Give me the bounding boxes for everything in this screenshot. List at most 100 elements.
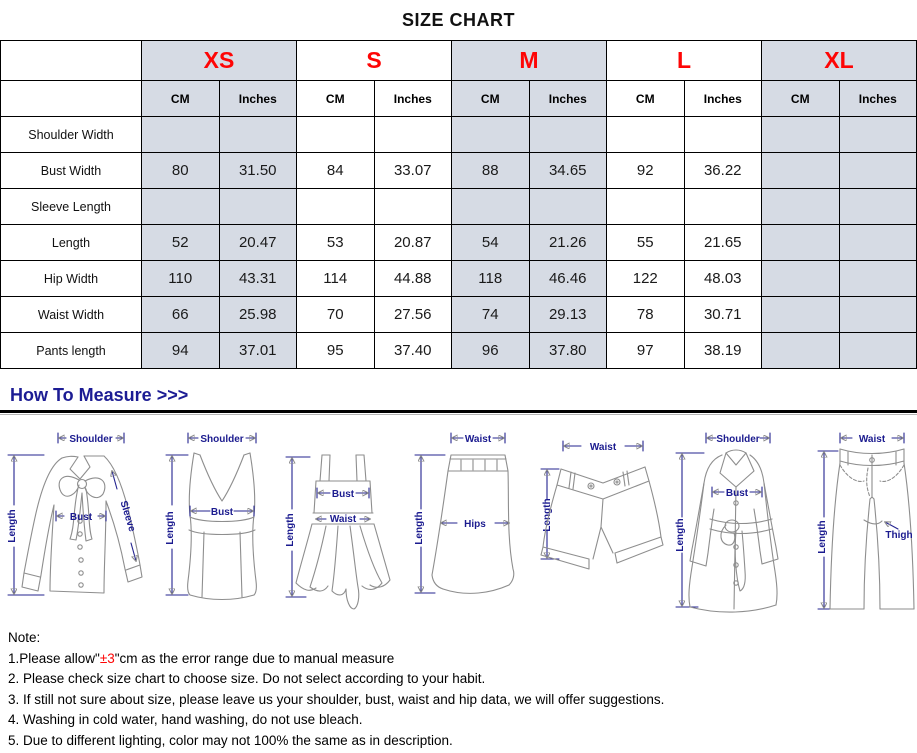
value-cell: 70 bbox=[296, 296, 375, 333]
measure-label: Thigh bbox=[885, 530, 912, 541]
row-label: Sleeve Length bbox=[0, 188, 142, 225]
value-cell: 44.88 bbox=[373, 260, 452, 297]
figure-shorts: Waist Length bbox=[540, 440, 664, 570]
size-header-m: M bbox=[451, 40, 607, 81]
value-cell: 20.47 bbox=[218, 224, 297, 261]
measure-label: Bust bbox=[726, 488, 749, 499]
value-cell: 55 bbox=[606, 224, 685, 261]
unit-header-cell: Inches bbox=[373, 80, 452, 117]
unit-header-cell: Inches bbox=[218, 80, 297, 117]
value-cell bbox=[683, 116, 762, 153]
value-cell bbox=[141, 116, 220, 153]
value-cell bbox=[606, 116, 685, 153]
value-cell bbox=[838, 152, 917, 189]
value-cell bbox=[761, 332, 840, 369]
value-cell: 78 bbox=[606, 296, 685, 333]
value-cell: 74 bbox=[451, 296, 530, 333]
figure-tank-top: Shoulder Length Bust bbox=[165, 432, 257, 600]
value-cell: 31.50 bbox=[218, 152, 297, 189]
value-cell: 27.56 bbox=[373, 296, 452, 333]
value-cell bbox=[373, 116, 452, 153]
value-cell: 97 bbox=[606, 332, 685, 369]
note-line-5: 5. Due to different lighting, color may … bbox=[8, 732, 453, 748]
table-row: Waist Width 66 25.98 70 27.56 74 29.13 7… bbox=[0, 296, 917, 333]
size-header-xs: XS bbox=[141, 40, 297, 81]
figure-blouse: Shoulder Length Bust Sleeve bbox=[7, 432, 143, 596]
value-cell: 21.26 bbox=[528, 224, 607, 261]
value-cell bbox=[528, 116, 607, 153]
measure-label: Length bbox=[817, 520, 828, 553]
error-range-highlight: ±3 bbox=[99, 650, 115, 666]
value-cell: 54 bbox=[451, 224, 530, 261]
value-cell bbox=[683, 188, 762, 225]
unit-header-cell: Inches bbox=[683, 80, 762, 117]
measure-label: Shoulder bbox=[200, 434, 243, 445]
size-chart-table: XS S M L XL CM Inches CM Inches CM Inche… bbox=[0, 40, 917, 369]
table-row: Bust Width 80 31.50 84 33.07 88 34.65 92… bbox=[0, 152, 917, 189]
note-line-1: 1.Please allow"±3"cm as the error range … bbox=[8, 650, 395, 666]
note-line-2: 2. Please check size chart to choose siz… bbox=[8, 671, 486, 686]
measure-label: Length bbox=[542, 498, 553, 531]
unit-header-cell: CM bbox=[606, 80, 685, 117]
size-header-l: L bbox=[606, 40, 762, 81]
measure-label: Waist bbox=[465, 434, 492, 445]
value-cell: 25.98 bbox=[218, 296, 297, 333]
row-label: Length bbox=[0, 224, 142, 261]
value-cell bbox=[606, 188, 685, 225]
value-cell: 48.03 bbox=[683, 260, 762, 297]
size-header-s: S bbox=[296, 40, 452, 81]
size-header-xl: XL bbox=[761, 40, 917, 81]
value-cell: 33.07 bbox=[373, 152, 452, 189]
measure-label: Waist bbox=[590, 442, 617, 453]
measure-label: Length bbox=[285, 513, 296, 546]
value-cell bbox=[218, 188, 297, 225]
value-cell bbox=[451, 116, 530, 153]
value-cell bbox=[761, 296, 840, 333]
notes-title: Note: bbox=[8, 630, 41, 645]
value-cell: 36.22 bbox=[683, 152, 762, 189]
value-cell: 92 bbox=[606, 152, 685, 189]
value-cell: 43.31 bbox=[218, 260, 297, 297]
figure-pants: Waist Length Thigh bbox=[817, 432, 915, 610]
value-cell bbox=[218, 116, 297, 153]
value-cell: 88 bbox=[451, 152, 530, 189]
value-cell: 80 bbox=[141, 152, 220, 189]
value-cell bbox=[761, 152, 840, 189]
value-cell: 30.71 bbox=[683, 296, 762, 333]
value-cell: 21.65 bbox=[683, 224, 762, 261]
unit-header-cell: Inches bbox=[528, 80, 607, 117]
value-cell: 53 bbox=[296, 224, 375, 261]
value-cell: 37.40 bbox=[373, 332, 452, 369]
measure-label: Bust bbox=[211, 507, 234, 518]
value-cell bbox=[761, 224, 840, 261]
measure-label: Length bbox=[414, 511, 425, 544]
measure-label: Waist bbox=[859, 434, 886, 445]
measure-label: Bust bbox=[332, 489, 355, 500]
value-cell: 96 bbox=[451, 332, 530, 369]
measure-label: Shoulder bbox=[69, 434, 112, 445]
value-cell bbox=[373, 188, 452, 225]
value-cell: 46.46 bbox=[528, 260, 607, 297]
value-cell: 20.87 bbox=[373, 224, 452, 261]
unit-header-cell: CM bbox=[451, 80, 530, 117]
table-row: Sleeve Length bbox=[0, 188, 917, 225]
value-cell: 84 bbox=[296, 152, 375, 189]
value-cell bbox=[296, 188, 375, 225]
value-cell bbox=[451, 188, 530, 225]
value-cell: 114 bbox=[296, 260, 375, 297]
measure-label: Bust bbox=[70, 512, 93, 523]
value-cell bbox=[838, 116, 917, 153]
value-cell bbox=[838, 260, 917, 297]
row-label: Bust Width bbox=[0, 152, 142, 189]
table-row: Hip Width 110 43.31 114 44.88 118 46.46 … bbox=[0, 260, 917, 297]
value-cell bbox=[296, 116, 375, 153]
measure-figures: Shoulder Length Bust Sleeve bbox=[0, 425, 917, 620]
value-cell bbox=[838, 296, 917, 333]
measure-label: Sleeve bbox=[117, 500, 137, 534]
value-cell bbox=[838, 188, 917, 225]
value-cell: 34.65 bbox=[528, 152, 607, 189]
value-cell: 118 bbox=[451, 260, 530, 297]
value-cell bbox=[141, 188, 220, 225]
divider bbox=[0, 410, 917, 415]
